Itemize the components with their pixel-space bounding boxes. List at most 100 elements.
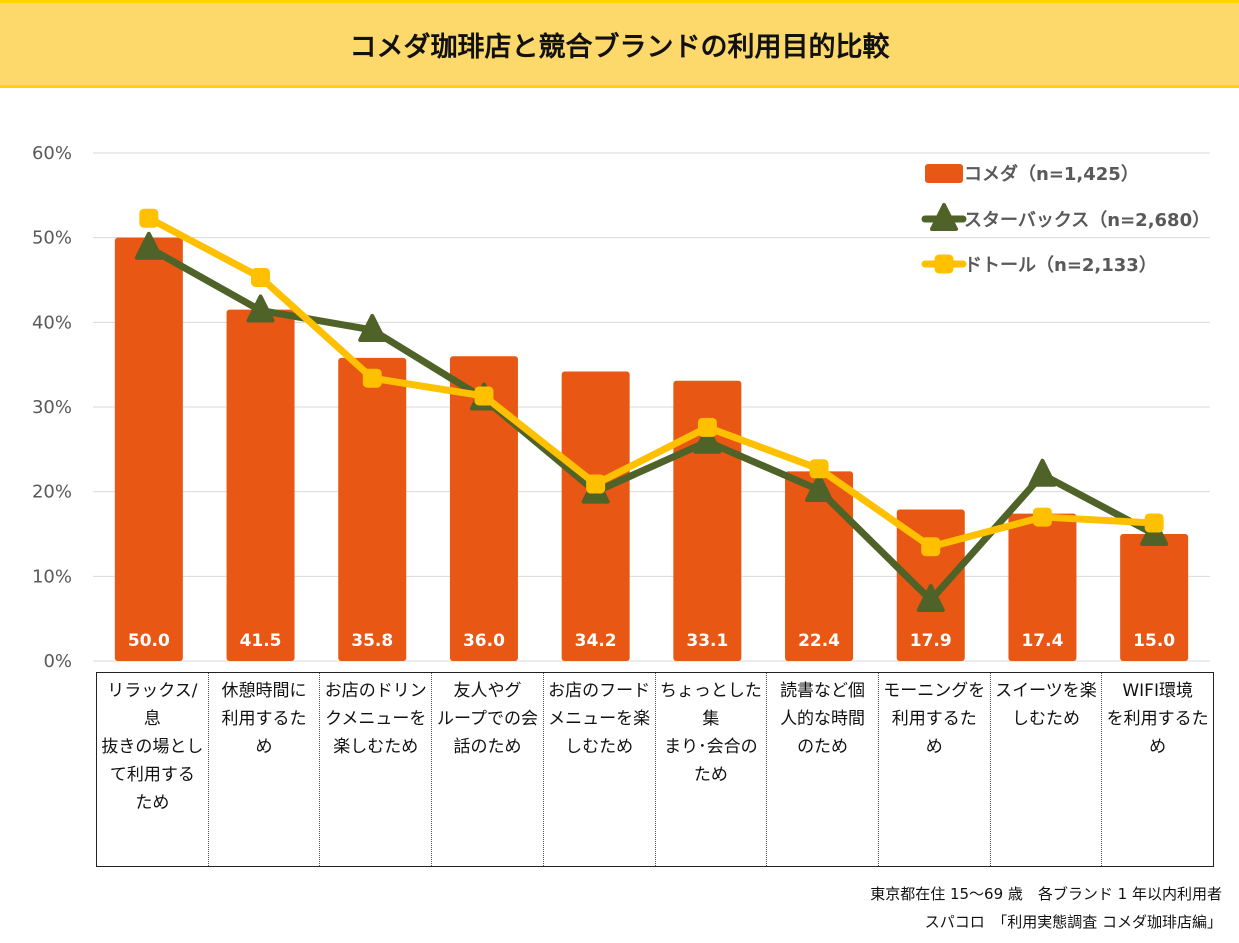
data-point [1144, 513, 1164, 533]
legend-swatch-komeda [925, 164, 963, 183]
data-point [693, 425, 722, 454]
bar-data-label: 36.0 [463, 631, 505, 651]
data-point [1028, 458, 1057, 487]
series-line [147, 244, 1156, 604]
category-label: WIFI環境 を利用するため [1101, 673, 1213, 866]
bar-data-labels: 50.0 41.5 35.8 36.0 34.2 33.1 22.4 17.9 17.4 15.0 [128, 631, 1175, 651]
bar-data-label: 34.2 [575, 631, 617, 651]
category-label: リラックス/息抜きの場とし て利用するため [97, 673, 208, 866]
legend-label: スターバックス（n=2,680） [964, 210, 1210, 231]
bar-data-label: 17.9 [910, 631, 952, 651]
bar-data-label: 41.5 [240, 631, 282, 651]
category-label-line: WIFI環境 [1122, 681, 1193, 701]
category-label-line: メニューを楽 [548, 709, 651, 729]
bar-data-label: 15.0 [1133, 631, 1175, 651]
category-label-line: お店のフード [548, 681, 651, 701]
legend-label: コメダ（n=1,425） [964, 163, 1139, 185]
y-tick-label: 20% [32, 482, 72, 503]
data-point [362, 368, 382, 388]
category-label: ちょっとした集まり･会合の ため [654, 673, 767, 866]
category-label-line: スイーツを楽 [995, 681, 1097, 701]
category-label-line: 利用するた [891, 709, 977, 729]
category-label-line: を利用するた [1106, 709, 1209, 729]
data-point [139, 208, 159, 228]
y-tick-label: 10% [32, 566, 72, 587]
category-label-line: 楽しむため [333, 737, 419, 757]
y-tick-label: 50% [32, 228, 72, 249]
category-label-line: しむため [1011, 709, 1080, 729]
bar-data-label: 22.4 [798, 631, 840, 651]
y-tick-label: 0% [43, 651, 72, 672]
bar [785, 471, 854, 661]
data-point [586, 474, 606, 494]
bar-data-label: 17.4 [1021, 631, 1063, 651]
data-point [697, 417, 717, 437]
bar-data-label: 33.1 [686, 631, 728, 651]
data-point [358, 313, 387, 342]
data-point [921, 537, 941, 557]
data-point [805, 473, 834, 502]
category-label-line: モーニングを [883, 681, 986, 701]
bar-data-label: 35.8 [351, 631, 393, 651]
legend-marker [930, 203, 958, 231]
legend-label: ドトール（n=2,133） [964, 255, 1157, 276]
data-point [251, 267, 271, 287]
category-label: モーニングを 利用するため [877, 673, 990, 866]
data-point [1032, 507, 1052, 527]
chart: 0% 10% 20% 30% 40% 50% 60% 50.0 41.5 35.8 36.0 34.… [32, 143, 1210, 672]
category-label-line: ため [135, 793, 170, 813]
category-label-line: お店のドリン [324, 681, 427, 701]
category-label-line: 友人やグ [453, 681, 522, 701]
category-label: 友人やグループでの会 話のため [431, 673, 543, 866]
category-label-line: 人的な時間 [780, 709, 866, 729]
bar [114, 237, 183, 661]
y-tick-label: 60% [32, 143, 72, 164]
data-point [246, 294, 275, 323]
category-label-line: 抜きの場とし [101, 737, 204, 757]
category-label: お店のドリン クメニューを 楽しむため [319, 673, 431, 866]
data-point [134, 231, 163, 260]
line-series-doutor [139, 208, 1164, 557]
category-label-line: 読書など個 [780, 681, 866, 701]
y-axis-ticks: 0% 10% 20% 30% 40% 50% 60% [32, 143, 72, 672]
bar [561, 371, 630, 661]
data-point [474, 386, 494, 406]
title-bar: コメダ珈琲店と競合ブランドの利用目的比較 [0, 0, 1239, 88]
source-line-1: 東京都在住 15～69 歳 各ブランド 1 年以内利用者 [870, 885, 1222, 903]
category-table: リラックス/息 抜きの場とし て利用する ため 休憩時間に 利用するためお店のドリン クメニ… [96, 672, 1214, 867]
category-label-line: クメニューを [325, 709, 427, 729]
series-line [147, 215, 1155, 551]
bar [226, 309, 295, 661]
category-label-line: 利用するた [221, 709, 307, 729]
legend: コメダ（n=1,425） スターバックス（n=2,680） ドトール（n=2,133… [921, 163, 1210, 276]
category-label: 休憩時間に利用するため [207, 673, 320, 866]
bar [1008, 513, 1077, 661]
bar-data-label: 50.0 [128, 631, 170, 651]
category-label-line: 話のため [453, 737, 522, 757]
category-label-line: ループでの会 [436, 709, 538, 729]
data-point [916, 584, 945, 613]
category-label: お店のフード メニューを楽 しむため [542, 673, 655, 866]
data-point [809, 459, 829, 479]
category-label-line: ちょっとした集 [659, 681, 762, 729]
y-tick-label: 30% [32, 397, 72, 418]
category-label-line: まり･会合の [664, 737, 758, 757]
category-label-line: リラックス/息 [107, 681, 198, 729]
category-label-line: ため [693, 765, 728, 785]
category-label-line: のため [797, 737, 849, 757]
y-tick-label: 40% [32, 312, 72, 333]
category-label-line: め [255, 737, 273, 757]
legend-marker [934, 254, 954, 274]
source-note: 東京都在住 15～69 歳 各ブランド 1 年以内利用者 スパコロ 「利用実態調… [870, 880, 1222, 936]
bar [449, 356, 518, 661]
line-series [134, 208, 1169, 613]
chart-title: コメダ珈琲店と競合ブランドの利用目的比較 [349, 31, 890, 63]
category-label-line: しむため [565, 737, 634, 757]
category-label-line: て利用する [109, 765, 195, 785]
bar [1120, 534, 1189, 661]
bars-komeda [114, 237, 1189, 661]
category-label: スイーツを楽 しむため [989, 673, 1102, 866]
source-line-2: スパコロ 「利用実態調査 コメダ珈琲店編」 [924, 913, 1222, 931]
category-label-line: 休憩時間に [221, 681, 307, 701]
bar [338, 357, 407, 661]
